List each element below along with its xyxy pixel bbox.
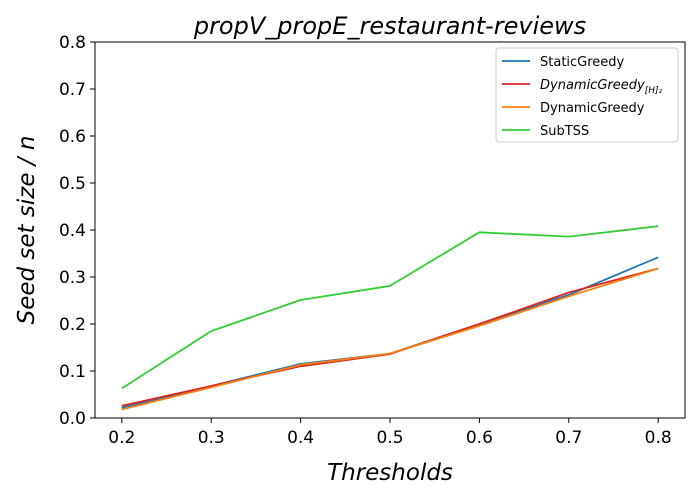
legend-box [495, 47, 679, 143]
x-axis: 0.2 0.3 0.4 0.5 0.6 0.7 0.8 [108, 418, 672, 448]
y-tick-label: 0.1 [59, 362, 86, 382]
series-line-3 [121, 267, 659, 411]
x-tick-label: 0.7 [555, 428, 582, 448]
x-tick-label: 0.6 [466, 428, 493, 448]
legend: StaticGreedyDynamicGreedy[H]₂DynamicGree… [495, 47, 679, 143]
y-tick-label: 0.3 [59, 268, 86, 288]
x-tick-label: 0.8 [645, 428, 672, 448]
legend-entry-subscript: [H]₂ [645, 86, 663, 96]
x-axis-label: Thresholds [327, 460, 453, 486]
chart-title: propV_propE_restaurant-reviews [193, 12, 586, 40]
legend-entry-label: DynamicGreedy[H]₂ [540, 78, 662, 96]
legend-entry-label: StaticGreedy [540, 55, 625, 70]
y-tick-label: 0.8 [59, 33, 86, 53]
x-tick-label: 0.5 [376, 428, 403, 448]
x-tick-label: 0.2 [108, 428, 135, 448]
legend-entry-label: SubTSS [540, 124, 589, 139]
series-line-4 [121, 225, 659, 390]
y-tick-label: 0.0 [59, 409, 86, 429]
x-tick-label: 0.3 [198, 428, 225, 448]
y-tick-label: 0.2 [59, 315, 86, 335]
y-tick-label: 0.6 [59, 127, 86, 147]
y-axis-label: Seed set size / n [14, 136, 40, 325]
y-axis: 0.0 0.1 0.2 0.3 0.4 0.5 0.6 0.7 0.8 [59, 33, 95, 429]
x-tick-label: 0.4 [287, 428, 314, 448]
series-group [121, 225, 659, 411]
y-tick-label: 0.5 [59, 174, 86, 194]
y-tick-label: 0.4 [59, 221, 86, 241]
y-tick-label: 0.7 [59, 80, 86, 100]
legend-entry-label: DynamicGreedy [540, 101, 645, 116]
series-line-1 [121, 256, 659, 409]
